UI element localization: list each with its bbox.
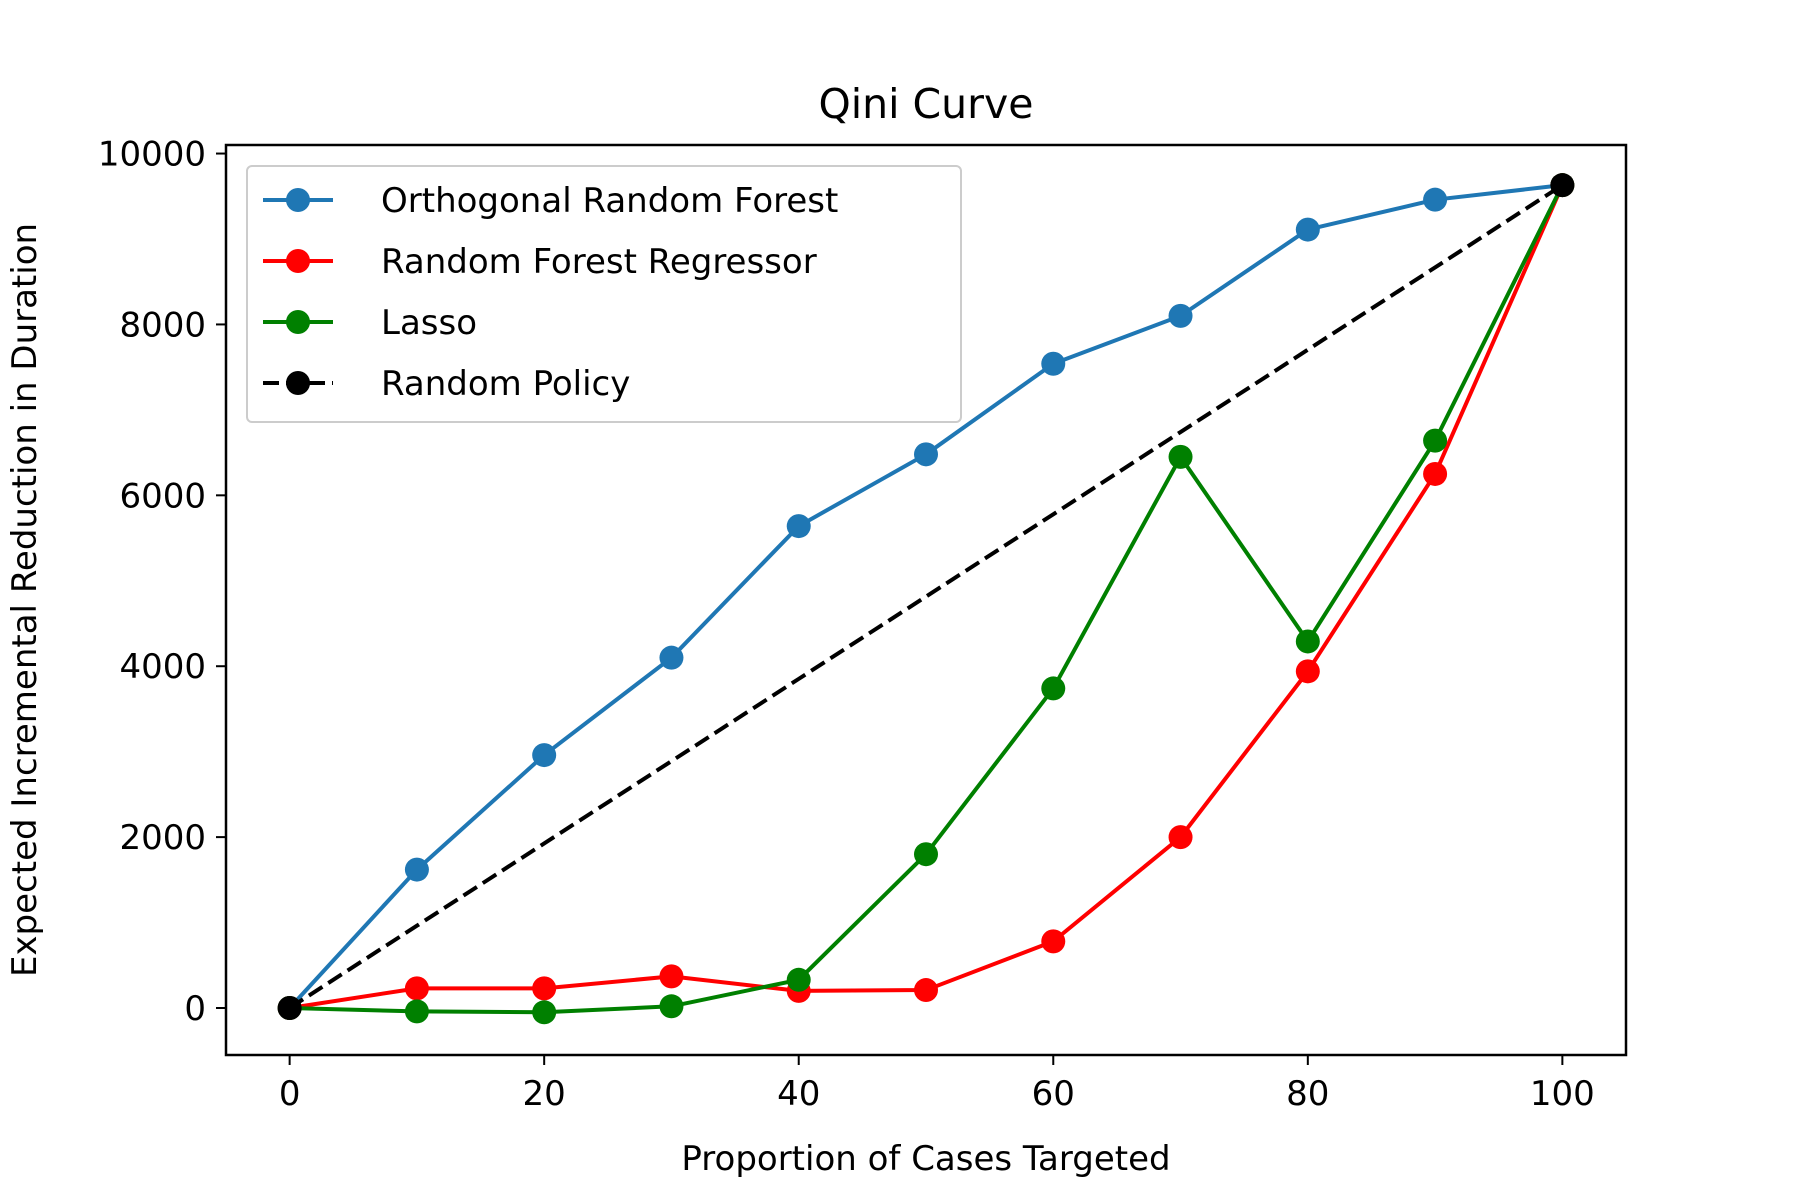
- data-point-lasso: [1295, 629, 1320, 654]
- data-point-lasso: [404, 999, 429, 1024]
- legend-label: Lasso: [381, 303, 477, 343]
- y-axis-ticks: 0 2000 4000 6000 8000 10000: [98, 135, 226, 1029]
- data-point-lasso: [1168, 444, 1193, 469]
- data-point-lasso: [1423, 428, 1448, 453]
- x-axis-ticks: 0 20 40 60 80 100: [279, 1055, 1595, 1114]
- y-tick-label: 8000: [119, 305, 206, 345]
- series-lasso: [277, 173, 1575, 1025]
- x-axis-title: Proportion of Cases Targeted: [681, 1139, 1170, 1179]
- legend-marker: [286, 371, 310, 395]
- data-point-random-forest-regressor: [1168, 825, 1193, 850]
- data-point-orthogonal-random-forest: [914, 442, 938, 467]
- data-point-random-forest-regressor: [1295, 659, 1320, 684]
- data-point-orthogonal-random-forest: [659, 645, 684, 670]
- legend-entry: Lasso: [263, 303, 477, 343]
- data-point-orthogonal-random-forest: [532, 743, 557, 768]
- y-tick-label: 6000: [119, 476, 206, 516]
- series-random-policy: [277, 173, 1575, 1021]
- data-point-lasso: [659, 994, 684, 1019]
- legend: Orthogonal Random Forest Random Forest Re…: [246, 165, 962, 423]
- y-tick-label: 0: [184, 989, 206, 1029]
- data-point-lasso: [532, 1000, 557, 1025]
- data-point-random-forest-regressor: [659, 964, 684, 989]
- x-tick-label: 20: [523, 1074, 566, 1114]
- legend-marker: [286, 249, 310, 273]
- series-layer: [277, 173, 1575, 1025]
- legend-entry: Random Policy: [263, 364, 630, 404]
- x-tick-label: 60: [1032, 1074, 1075, 1114]
- y-tick-label: 4000: [119, 647, 206, 687]
- x-tick-label: 40: [777, 1074, 820, 1114]
- data-point-random-forest-regressor: [1041, 929, 1066, 954]
- data-point-random-forest-regressor: [404, 976, 429, 1001]
- plot-frame: [224, 143, 1628, 1057]
- data-point-orthogonal-random-forest: [1295, 217, 1320, 242]
- data-point-orthogonal-random-forest: [1168, 303, 1193, 328]
- data-point-lasso: [914, 842, 938, 867]
- x-tick-label: 0: [279, 1074, 301, 1114]
- data-point-lasso: [786, 967, 811, 992]
- data-point-random-forest-regressor: [1423, 461, 1448, 486]
- data-point-orthogonal-random-forest: [404, 857, 429, 882]
- x-tick-label: 80: [1286, 1074, 1329, 1114]
- data-point-lasso: [1041, 676, 1066, 701]
- chart-title: Qini Curve: [818, 80, 1033, 128]
- x-tick-label: 100: [1530, 1074, 1595, 1114]
- legend-label: Random Forest Regressor: [381, 242, 817, 282]
- y-tick-label: 2000: [119, 818, 206, 858]
- legend-label: Orthogonal Random Forest: [381, 181, 838, 221]
- data-point-random-policy: [1550, 173, 1575, 198]
- y-tick-label: 10000: [98, 135, 206, 175]
- data-point-random-policy: [277, 996, 302, 1021]
- legend-marker: [286, 310, 310, 334]
- y-axis-title: Expected Incremental Reduction in Durati…: [5, 223, 45, 977]
- legend-entry: Random Forest Regressor: [263, 242, 817, 282]
- data-point-orthogonal-random-forest: [786, 514, 811, 539]
- legend-entry: Orthogonal Random Forest: [263, 181, 838, 221]
- legend-box: [246, 165, 962, 423]
- data-point-orthogonal-random-forest: [1423, 187, 1448, 212]
- data-point-orthogonal-random-forest: [1041, 351, 1066, 376]
- data-point-random-forest-regressor: [914, 978, 938, 1003]
- legend-label: Random Policy: [381, 364, 630, 404]
- data-point-random-forest-regressor: [532, 976, 557, 1001]
- legend-marker: [286, 188, 310, 212]
